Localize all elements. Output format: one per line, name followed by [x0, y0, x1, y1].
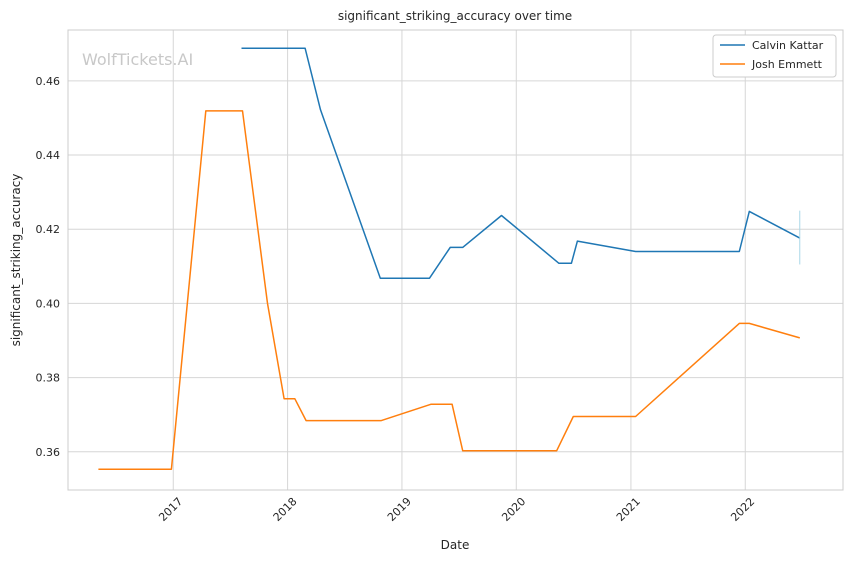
- series-line-calvin-kattar: [241, 47, 801, 279]
- chart-title: significant_striking_accuracy over time: [338, 9, 572, 23]
- y-tick-label: 0.38: [36, 372, 61, 385]
- y-tick-label: 0.36: [36, 446, 61, 459]
- watermark: WolfTickets.AI: [82, 50, 193, 69]
- grid-layer: [68, 30, 843, 490]
- y-tick-label: 0.44: [36, 149, 61, 162]
- y-tick-label: 0.46: [36, 75, 61, 88]
- x-axis-label: Date: [441, 538, 470, 552]
- legend-label-josh-emmett: Josh Emmett: [751, 58, 823, 71]
- legend-label-calvin-kattar: Calvin Kattar: [752, 39, 824, 52]
- y-tick-label: 0.42: [36, 223, 61, 236]
- legend: Calvin Kattar Josh Emmett: [712, 34, 837, 78]
- y-axis-label: significant_striking_accuracy: [9, 174, 23, 347]
- plot-frame: [67, 29, 844, 491]
- y-tick-label: 0.40: [36, 297, 61, 310]
- series-line-josh-emmett: [98, 110, 801, 470]
- series-layer: [98, 47, 801, 470]
